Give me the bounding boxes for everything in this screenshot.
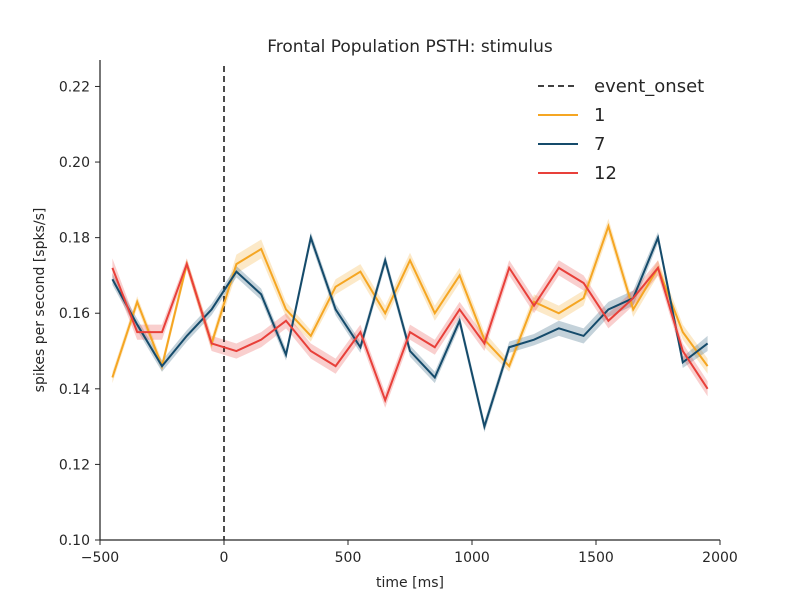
y-tick-label: 0.10 xyxy=(59,533,90,549)
legend-label-event-onset: event_onset xyxy=(594,76,704,97)
y-tick-label: 0.14 xyxy=(59,382,90,398)
y-axis-label: spikes per second [spks/s] xyxy=(32,208,48,393)
series-lines xyxy=(111,223,709,431)
x-tick-label: −500 xyxy=(81,550,119,566)
legend-label-1: 1 xyxy=(594,105,605,126)
y-tick-label: 0.12 xyxy=(59,457,90,473)
y-tick-label: 0.16 xyxy=(59,306,90,322)
series-7-line xyxy=(111,233,709,431)
x-tick-label: 1000 xyxy=(454,550,490,566)
x-axis-label: time [ms] xyxy=(376,575,444,591)
y-tick-label: 0.18 xyxy=(59,231,90,247)
y-ticks: 0.10 0.12 0.14 0.16 0.18 0.20 0.22 xyxy=(59,79,100,549)
x-tick-label: 1500 xyxy=(578,550,614,566)
chart-title: Frontal Population PSTH: stimulus xyxy=(267,37,553,57)
legend-label-12: 12 xyxy=(594,163,617,184)
y-tick-label: 0.22 xyxy=(59,79,90,95)
x-ticks: −500 0 500 1000 1500 2000 xyxy=(81,540,738,566)
series-7-error-band xyxy=(112,231,708,433)
legend-label-7: 7 xyxy=(594,134,605,155)
y-tick-label: 0.20 xyxy=(59,155,90,171)
error-bands xyxy=(112,218,708,433)
legend: event_onset 1 7 12 xyxy=(538,76,704,184)
series-12-line xyxy=(111,260,709,404)
x-tick-label: 2000 xyxy=(702,550,738,566)
x-tick-label: 500 xyxy=(335,550,362,566)
x-tick-label: 0 xyxy=(220,550,229,566)
